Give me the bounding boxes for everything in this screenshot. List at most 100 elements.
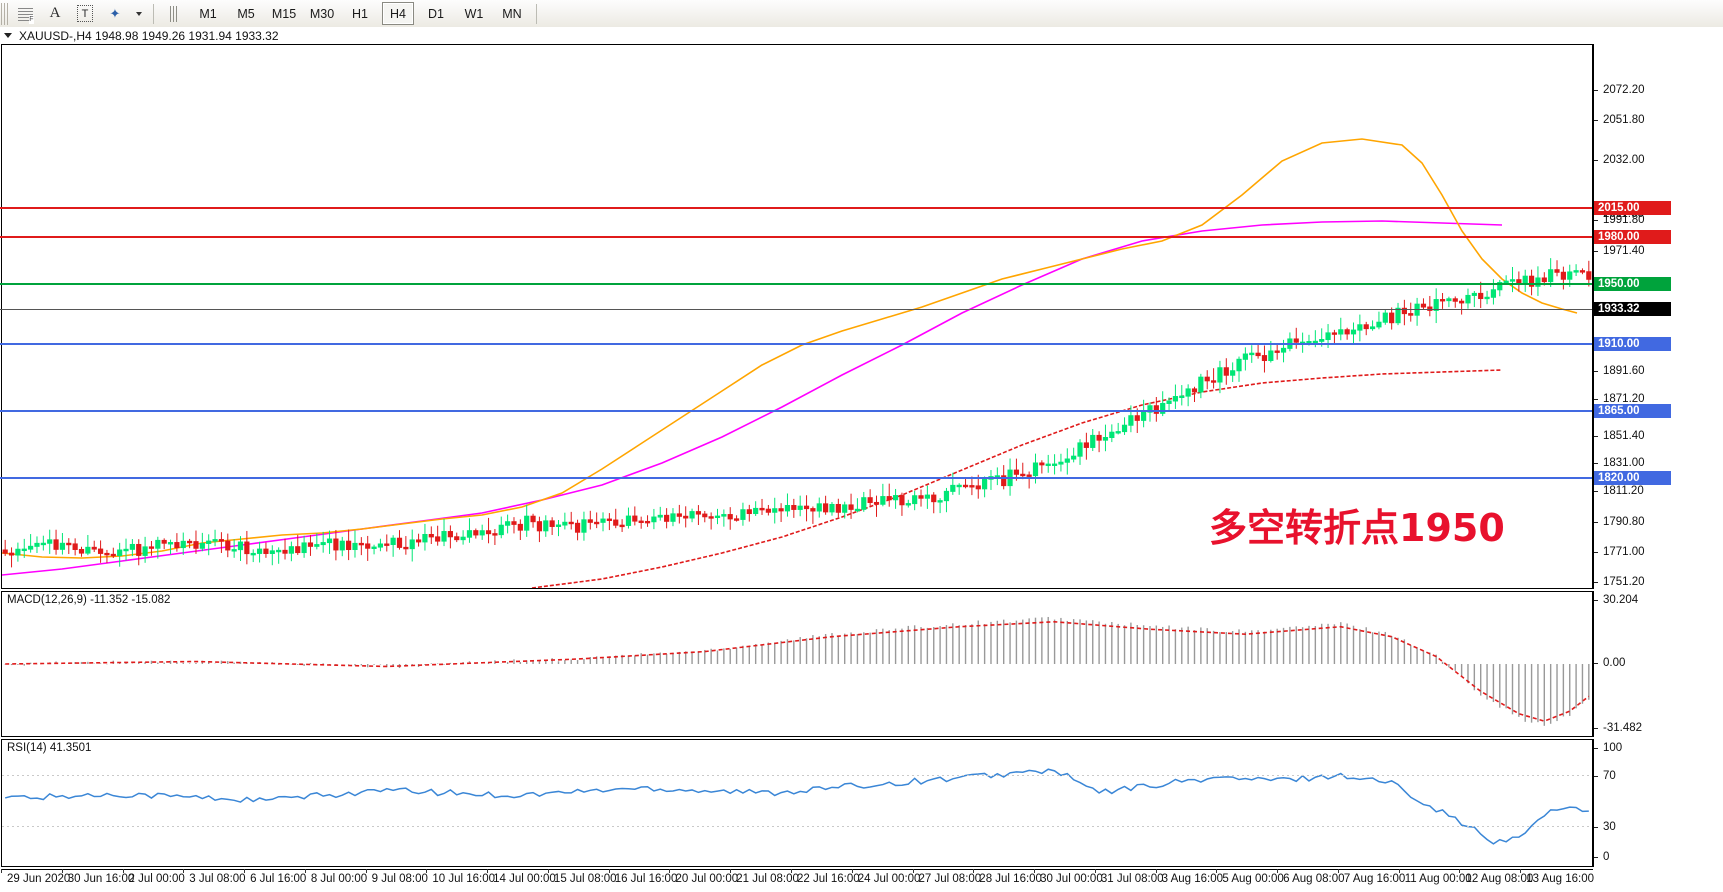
candle-body xyxy=(1210,380,1217,383)
candle-body xyxy=(1045,463,1051,467)
candle-body xyxy=(47,539,53,544)
symbol-info-bar: XAUUSD-,H4 1948.98 1949.26 1931.94 1933.… xyxy=(0,27,1723,44)
candle-body xyxy=(1503,280,1509,284)
text-label-tool-icon[interactable]: T xyxy=(71,2,99,26)
level-line-1820[interactable] xyxy=(0,477,1592,479)
candle-body xyxy=(409,539,415,550)
price-label-last[interactable]: 1933.32 xyxy=(1594,302,1671,316)
macd-indicator-label[interactable]: MACD(12,26,9) -11.352 -15.082 xyxy=(5,594,173,606)
candle-body xyxy=(1064,458,1070,463)
candle-body xyxy=(1147,405,1153,413)
time-axis-label: 3 Aug 16:00 xyxy=(1161,873,1224,885)
candle-body xyxy=(498,524,504,536)
candle-body xyxy=(466,530,473,538)
rsi-y-axis[interactable]: 100 70 30 0 xyxy=(1594,739,1723,867)
timeframe-h4[interactable]: H4 xyxy=(382,2,414,25)
level-line-1910[interactable] xyxy=(0,343,1592,345)
price-label-2015[interactable]: 2015.00 xyxy=(1594,201,1671,215)
level-line-1980[interactable] xyxy=(0,236,1592,238)
timeframe-mn[interactable]: MN xyxy=(502,6,522,21)
time-axis-line xyxy=(1,869,1593,870)
candle-body xyxy=(1102,437,1109,441)
candle-body xyxy=(1319,339,1325,342)
timeframe-m1[interactable]: M1 xyxy=(199,6,217,21)
candle-body xyxy=(562,521,568,526)
timeframe-d1[interactable]: D1 xyxy=(428,6,444,21)
candle-body xyxy=(765,508,771,513)
price-tick: 1851.40 xyxy=(1594,430,1645,442)
candle-body xyxy=(110,553,116,557)
candle-body xyxy=(225,540,231,551)
candle-body xyxy=(1249,352,1255,356)
price-label-1950[interactable]: 1950.00 xyxy=(1594,277,1671,291)
level-line-2015[interactable] xyxy=(0,207,1592,209)
candle-body xyxy=(473,530,479,536)
candle-body xyxy=(931,494,937,503)
timeframe-grip[interactable] xyxy=(160,2,188,26)
candle-body xyxy=(695,511,702,515)
candle-body xyxy=(123,548,129,552)
timeframe-m30[interactable]: M30 xyxy=(309,6,335,21)
macd-y-axis[interactable]: 30.204 0.00 -31.482 xyxy=(1594,591,1723,737)
price-tick: 2051.80 xyxy=(1594,114,1645,126)
rsi-panel[interactable] xyxy=(1,739,1593,867)
time-tick xyxy=(304,869,306,873)
toolbar-grip[interactable] xyxy=(1,2,8,25)
level-line-1865[interactable] xyxy=(0,410,1592,412)
candle-body xyxy=(524,515,530,531)
time-tick xyxy=(851,869,853,873)
candle-body xyxy=(142,546,148,556)
time-axis-label: 16 Jul 16:00 xyxy=(614,873,678,885)
candle-body xyxy=(1427,306,1433,311)
rsi-indicator-label[interactable]: RSI(14) 41.3501 xyxy=(5,742,94,754)
price-label-1980[interactable]: 1980.00 xyxy=(1594,230,1671,244)
candle-body xyxy=(1217,367,1223,383)
candle-body xyxy=(263,548,269,554)
time-tick xyxy=(608,869,610,873)
price-label-1865[interactable]: 1865.00 xyxy=(1594,404,1671,418)
candle-body xyxy=(791,505,797,510)
chart-template-icon[interactable] xyxy=(11,2,39,26)
chevron-down-icon[interactable] xyxy=(4,33,12,38)
chart-area[interactable]: 多空转折点1950 2072.20 2051.80 2032.00 2011.6… xyxy=(0,44,1723,892)
macd-panel[interactable] xyxy=(1,591,1593,737)
candle-body xyxy=(2,549,8,554)
candle-body xyxy=(136,543,142,556)
objects-tool-icon[interactable]: ✦ xyxy=(109,5,121,21)
objects-dropdown-icon[interactable] xyxy=(131,2,147,26)
candle-body xyxy=(40,542,46,546)
price-chart-panel[interactable]: 多空转折点1950 xyxy=(1,44,1593,589)
time-tick xyxy=(61,869,63,873)
candle-body xyxy=(174,542,180,549)
candle-body xyxy=(180,540,186,549)
candle-body xyxy=(276,549,282,553)
timeframe-m5[interactable]: M5 xyxy=(237,6,255,21)
time-axis[interactable]: 29 Jun 2020 30 Jun 16:00 2 Jul 00:00 3 Jul … xyxy=(1,869,1594,891)
candle-body xyxy=(982,478,988,490)
candle-body xyxy=(91,546,97,550)
timeframe-m15[interactable]: M15 xyxy=(271,6,297,21)
candle-body xyxy=(555,524,562,527)
rsi-tick: 0 xyxy=(1594,851,1609,863)
candle-body xyxy=(517,523,523,531)
candle-body xyxy=(1223,367,1229,376)
timeframe-w1[interactable]: W1 xyxy=(464,6,484,21)
text-tool-icon[interactable]: A xyxy=(49,5,61,21)
price-y-axis[interactable]: 2072.20 2051.80 2032.00 2011.60 1991.80 … xyxy=(1594,44,1723,589)
candle-body xyxy=(594,521,600,525)
candle-body xyxy=(371,546,377,549)
level-line-1950[interactable] xyxy=(0,283,1592,285)
candle-body xyxy=(1408,313,1414,316)
candle-body xyxy=(447,531,453,538)
candle-body xyxy=(492,533,498,536)
candle-body xyxy=(415,539,422,543)
candle-body xyxy=(511,521,517,525)
time-tick xyxy=(1,869,2,873)
time-tick xyxy=(1155,869,1157,873)
price-label-1910[interactable]: 1910.00 xyxy=(1594,337,1671,351)
candle-body xyxy=(873,501,880,505)
candle-body xyxy=(218,539,225,542)
candle-body xyxy=(161,539,167,544)
timeframe-h1[interactable]: H1 xyxy=(352,6,368,21)
price-label-1820[interactable]: 1820.00 xyxy=(1594,471,1671,485)
